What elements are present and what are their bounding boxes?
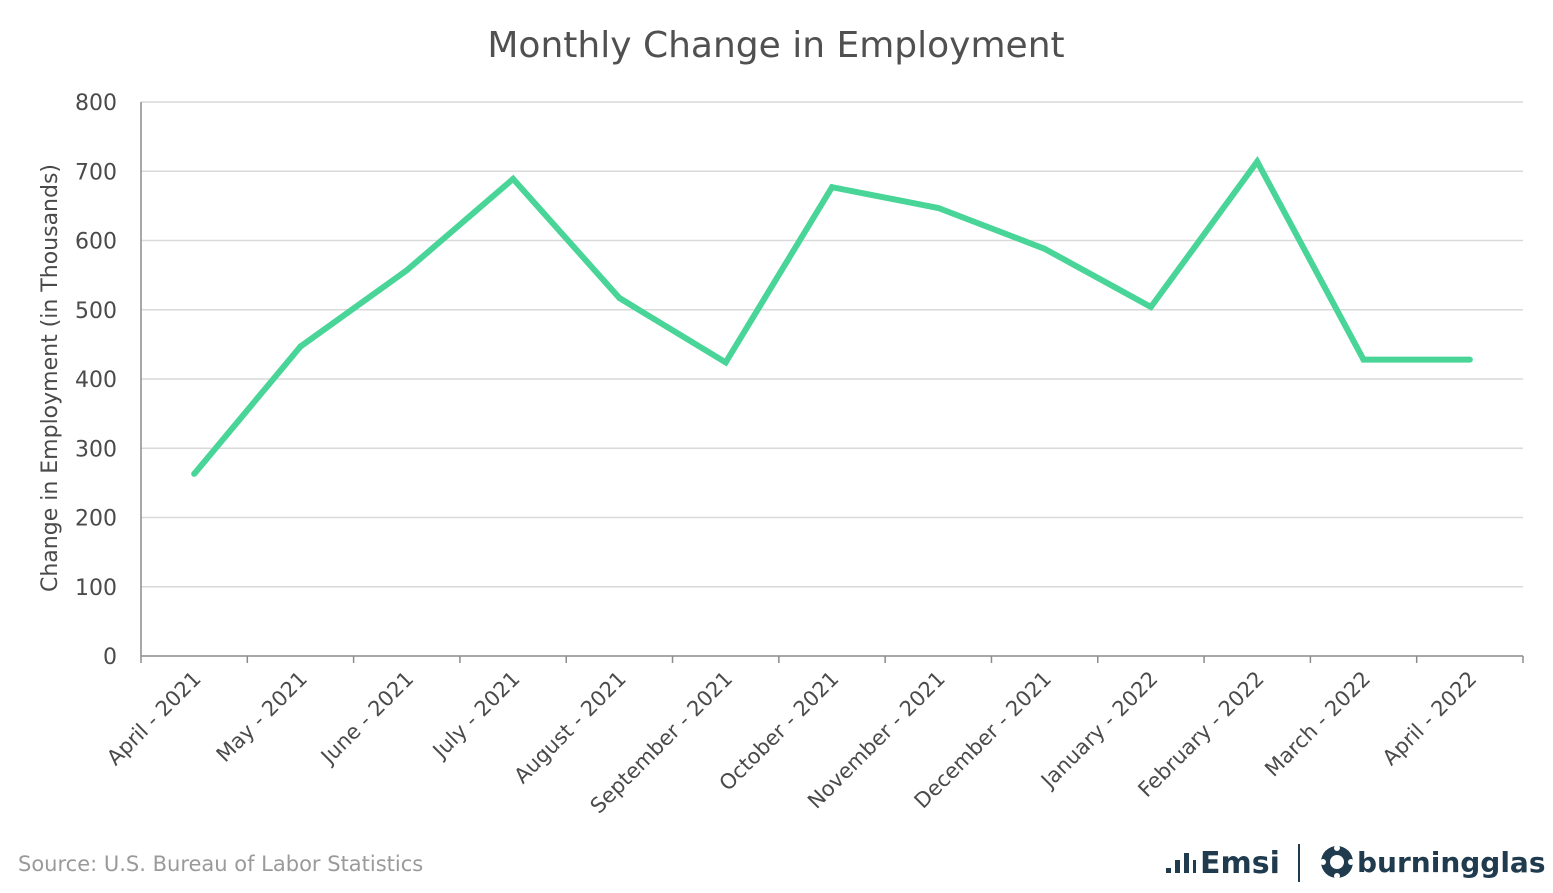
data-point (1466, 356, 1473, 363)
x-tick-labels: April - 2021 May - 2021 June - 2021 July - … (102, 667, 1481, 819)
series-lines (191, 155, 1473, 477)
data-point (722, 359, 729, 366)
burningglass-logo: burningglass (1320, 845, 1545, 879)
emsi-bars-icon (1166, 868, 1171, 873)
emsi-logo: Emsi (1166, 846, 1280, 881)
data-point (297, 343, 304, 350)
y-tick-label: 800 (75, 91, 117, 116)
data-point (829, 184, 835, 191)
grid-lines (141, 101, 1523, 588)
y-tick-label: 100 (75, 576, 117, 601)
x-tick-label: April - 2022 (1378, 667, 1482, 771)
source-note: Source: U.S. Bureau of Labor Statistics (18, 852, 424, 876)
y-tick-label: 0 (103, 645, 117, 670)
data-point (403, 267, 410, 274)
y-tick-label: 200 (75, 507, 117, 532)
data-point (191, 470, 198, 477)
series-line (191, 155, 1470, 476)
y-tick-labels: 0 100 200 300 400 500 600 700 800 (75, 91, 117, 670)
x-tick-label: August - 2021 (509, 667, 631, 789)
emsi-wordmark: Emsi (1200, 846, 1280, 881)
y-tick-label: 300 (75, 437, 117, 462)
data-point (1254, 158, 1261, 165)
data-point (1360, 356, 1367, 363)
data-point (616, 294, 623, 301)
x-tick-label: April - 2021 (102, 667, 206, 771)
x-tick-label: May - 2021 (212, 667, 312, 767)
burningglass-badge-icon (1320, 845, 1354, 879)
chart-title: Monthly Change in Employment (487, 25, 1064, 66)
x-tick-label: June - 2021 (315, 667, 418, 770)
data-point (510, 175, 517, 182)
y-tick-label: 400 (75, 368, 117, 393)
axes (140, 102, 1524, 663)
y-tick-label: 500 (75, 299, 117, 324)
data-point (1147, 303, 1154, 310)
data-point (1041, 245, 1048, 252)
x-tick-label: March - 2022 (1260, 667, 1375, 782)
data-point (935, 204, 942, 211)
brand-logos: Emsi burningglass (1166, 844, 1545, 882)
burningglass-wordmark: burningglass (1357, 846, 1545, 879)
y-axis-label: Change in Employment (in Thousands) (38, 164, 63, 592)
y-tick-label: 600 (75, 230, 117, 255)
y-tick-label: 700 (75, 160, 117, 185)
x-tick-label: July - 2021 (427, 667, 525, 765)
